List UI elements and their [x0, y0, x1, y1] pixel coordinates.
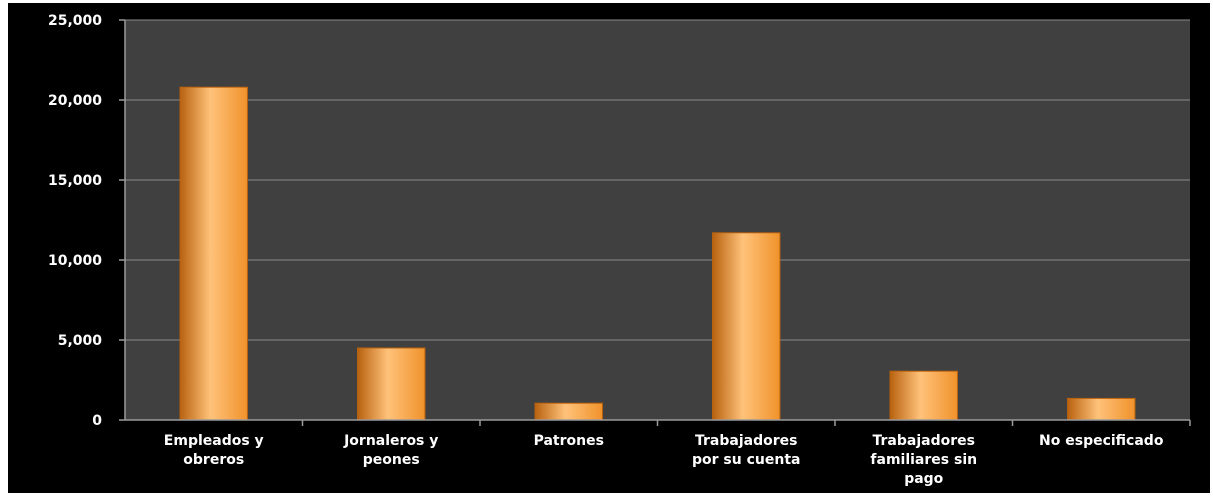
bars [179, 86, 1136, 421]
x-category-label: Trabajadores familiares sin pago [870, 433, 977, 487]
y-tick-label: 0 [92, 413, 102, 429]
y-tick-label: 10,000 [48, 253, 102, 269]
bar [179, 86, 248, 421]
axes [119, 19, 1191, 426]
y-tick-label: 25,000 [48, 13, 102, 29]
x-category-label: No especificado [1039, 433, 1164, 449]
x-category-label: Patrones [534, 433, 604, 449]
bar [889, 370, 958, 421]
x-category-label: Empleados y obreros [164, 433, 264, 468]
x-category-labels: Empleados y obreros Jornaleros y peones Patr… [164, 433, 1164, 487]
gridlines [125, 19, 1190, 341]
bar [357, 347, 426, 421]
y-tick-label: 15,000 [48, 173, 102, 189]
y-tick-label: 5,000 [58, 333, 103, 349]
bar [534, 402, 603, 421]
x-category-label: Jornaleros y peones [343, 433, 438, 468]
bar [1067, 397, 1136, 421]
y-tick-labels: 0 5,000 10,000 15,000 20,000 25,000 [48, 13, 102, 429]
bar [712, 232, 781, 421]
y-tick-label: 20,000 [48, 93, 102, 109]
x-category-label: Trabajadores por su cuenta [692, 433, 800, 468]
plot-area [125, 20, 1190, 420]
